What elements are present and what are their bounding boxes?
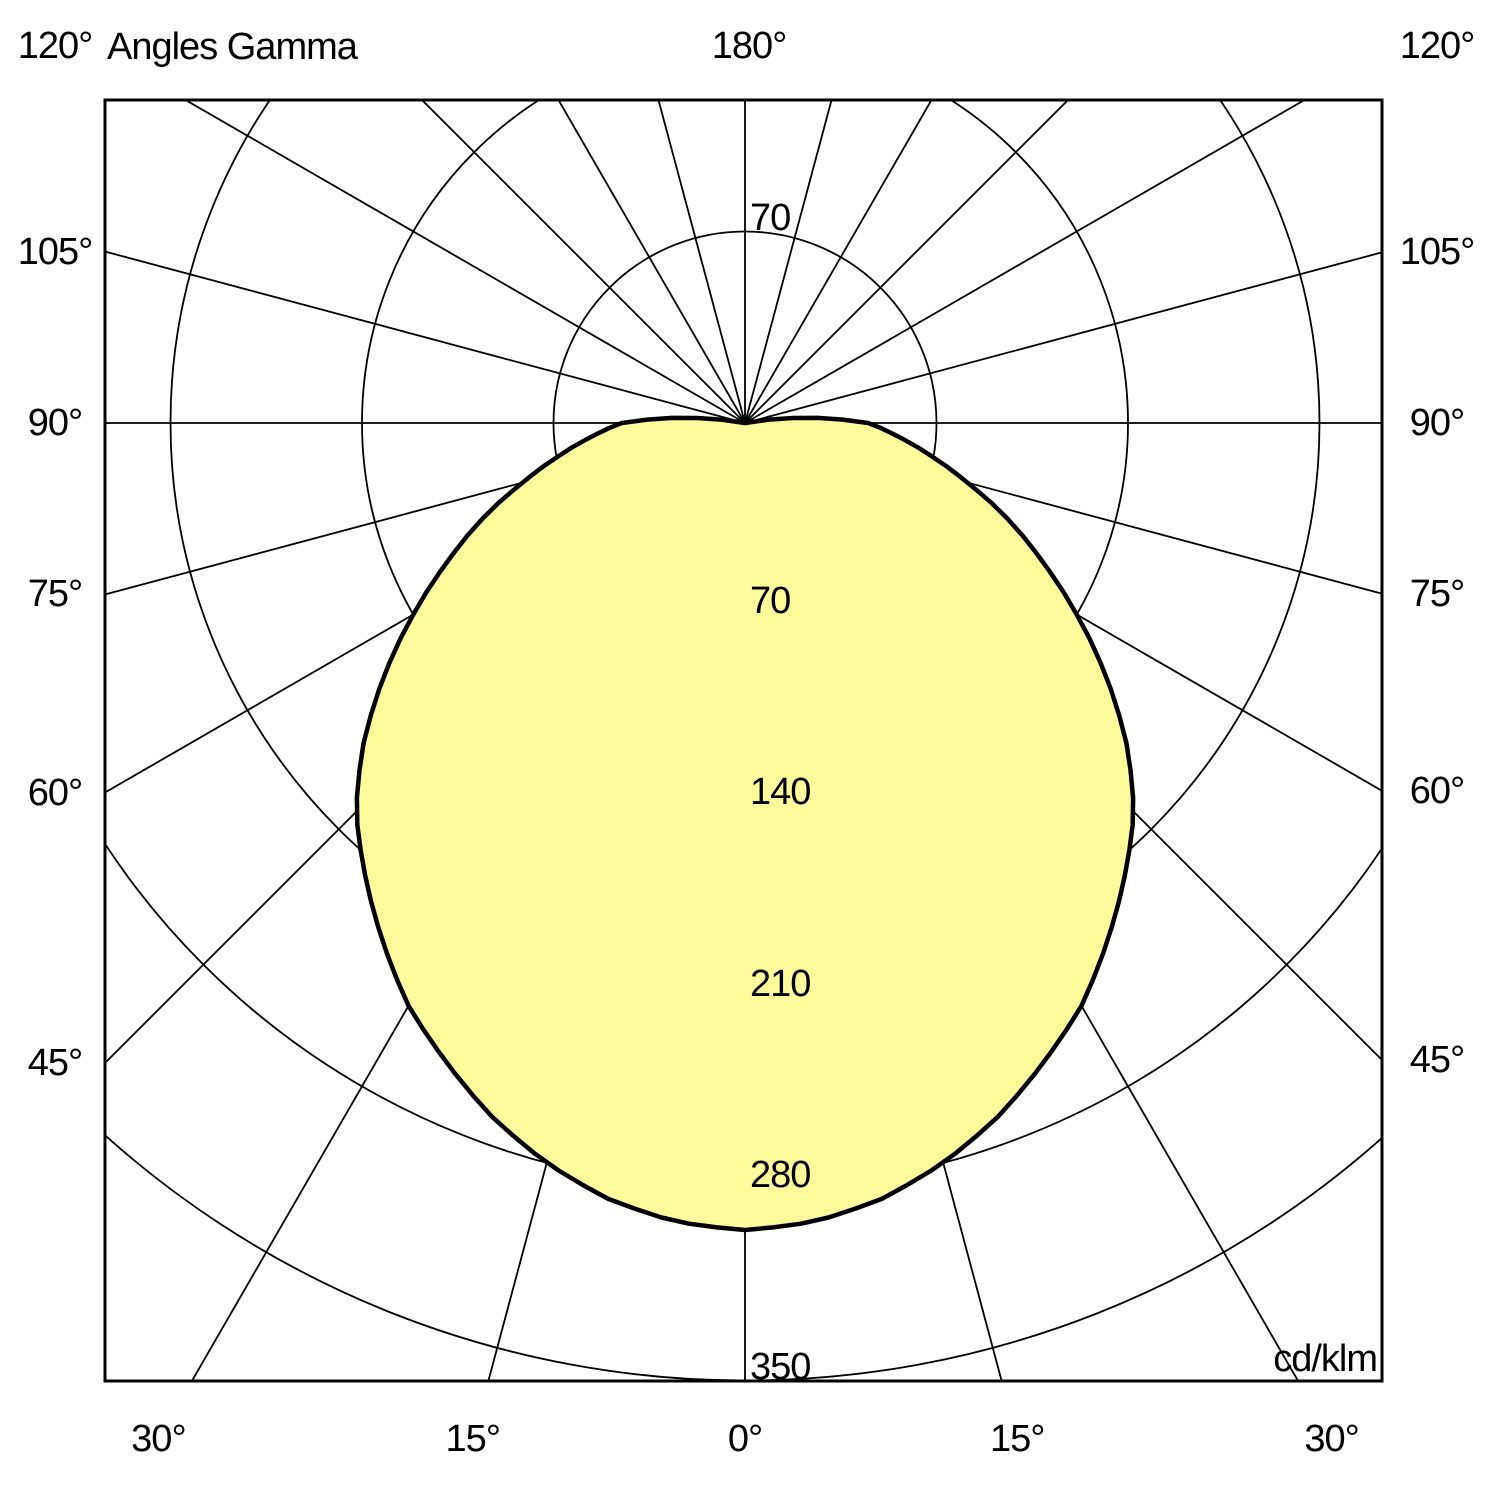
ring-value-label-210: 210 [750, 962, 811, 1005]
angle-spoke-195 [657, 100, 746, 424]
gamma-angle-label-right-60: 60° [1409, 769, 1465, 812]
angle-spoke-165 [744, 100, 833, 424]
gamma-angle-label-left-45: 45° [27, 1042, 83, 1084]
angle-spoke-150 [744, 100, 933, 424]
gamma-angle-label-bottom-15: 15° [445, 1418, 501, 1460]
gamma-angle-label-left-90: 90° [27, 402, 83, 444]
angle-spoke-135 [744, 100, 1070, 424]
angle-spoke-285 [105, 422, 746, 596]
gamma-angle-label-left-60: 60° [27, 771, 83, 814]
plot-frame [103, 98, 1384, 1383]
ring-value-label-upper-70: 70 [750, 196, 791, 239]
angle-spoke-75 [744, 422, 1382, 595]
unit-label: cd/klm [1273, 1338, 1378, 1380]
gamma-angle-label-right-75: 75° [1409, 572, 1465, 615]
gamma-angle-label-top-right: 120° [1399, 25, 1476, 67]
angle-spoke-105 [744, 251, 1382, 424]
gamma-angle-label-top-center: 180° [711, 25, 788, 67]
ring-value-label-140: 140 [750, 771, 811, 813]
intensity-curve [354, 415, 1136, 1233]
gamma-angle-label-left-75: 75° [27, 573, 83, 616]
gamma-angle-label-top-left: 120° [17, 25, 94, 67]
chart-title: Angles Gamma [107, 26, 358, 68]
gamma-angle-label-bottom-0: 0° [727, 1418, 763, 1460]
angle-spoke-240 [183, 100, 746, 424]
gamma-angle-label-bottom-30: 30° [131, 1418, 186, 1460]
gamma-angle-label-right-105: 105° [1399, 231, 1476, 274]
angle-spoke-210 [557, 100, 746, 424]
gamma-angle-label-right-45: 45° [1409, 1039, 1465, 1081]
ring-value-label-280: 280 [750, 1154, 811, 1196]
gamma-angle-label-right-90: 90° [1409, 402, 1465, 444]
ring-value-label-350: 350 [750, 1345, 811, 1388]
ring-value-label-70: 70 [750, 579, 791, 622]
gamma-angle-label-bottom-30: 30° [1304, 1418, 1359, 1460]
angle-spoke-225 [420, 100, 746, 424]
gamma-angle-label-bottom-15: 15° [990, 1418, 1045, 1460]
angle-spoke-255 [105, 250, 746, 424]
angle-spoke-120 [744, 100, 1307, 424]
gamma-angle-label-left-105: 105° [17, 230, 94, 273]
